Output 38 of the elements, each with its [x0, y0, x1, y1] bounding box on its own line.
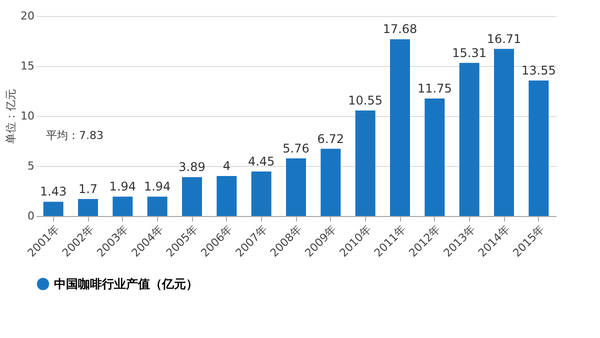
data-label: 4: [222, 159, 230, 173]
annotation: 平均：7.83: [46, 129, 104, 142]
y-tick-label: 10: [20, 110, 34, 122]
bar: [355, 110, 376, 216]
data-label: 1.43: [40, 184, 67, 199]
data-label: 1.94: [109, 180, 136, 194]
bar: [424, 98, 445, 216]
bar: [43, 202, 64, 216]
bar: [320, 148, 341, 216]
data-label: 11.75: [417, 82, 452, 96]
bar: [390, 39, 410, 216]
data-label: 16.71: [486, 32, 522, 46]
data-label: 4.45: [248, 154, 275, 168]
bar: [216, 176, 237, 216]
y-tick-label: 5: [28, 160, 34, 172]
data-label: 13.55: [521, 64, 556, 78]
bar: [182, 177, 202, 216]
bar: [494, 48, 514, 216]
data-label: 10.55: [348, 94, 383, 108]
bar: [78, 199, 98, 216]
bar: [112, 196, 133, 216]
data-label: 1.94: [144, 180, 171, 194]
bar: [286, 158, 306, 216]
data-label: 17.68: [382, 22, 418, 36]
y-axis-title: 单位：亿元: [4, 89, 18, 144]
data-label: 3.89: [178, 160, 206, 174]
bar: [528, 80, 549, 216]
bar: [147, 196, 168, 216]
data-label: 5.76: [282, 141, 310, 156]
y-tick-label: 15: [20, 60, 34, 72]
y-tick-label: 0: [28, 210, 34, 222]
bar: [459, 62, 480, 216]
data-label: 6.72: [317, 132, 344, 146]
bar: [251, 172, 272, 216]
data-label: 1.7: [78, 182, 98, 196]
y-tick-label: 20: [20, 10, 34, 22]
legend-label: 中国咖啡行业产值（亿元）: [54, 277, 198, 291]
data-label: 15.31: [452, 46, 487, 60]
